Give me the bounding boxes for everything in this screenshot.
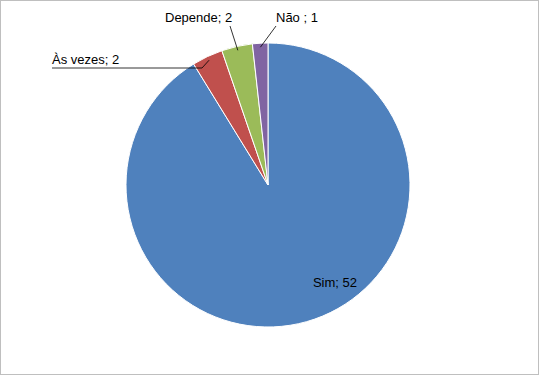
data-label: Não ; 1 (276, 10, 318, 25)
leader-line (230, 26, 238, 50)
chart-frame (1, 1, 539, 375)
data-label: Depende; 2 (165, 10, 232, 25)
leader-line (260, 26, 276, 47)
pie-slice (222, 44, 268, 185)
pie-slice (126, 43, 410, 327)
pie (126, 43, 410, 327)
data-label: Às vezes; 2 (52, 52, 119, 67)
pie-slice (252, 43, 268, 185)
data-label: Sim; 52 (313, 275, 357, 290)
chart: Sim; 52 Às vezes; 2 Depende; 2 Não ; 1 (0, 0, 539, 375)
data-labels: Sim; 52 Às vezes; 2 Depende; 2 Não ; 1 (52, 10, 357, 290)
